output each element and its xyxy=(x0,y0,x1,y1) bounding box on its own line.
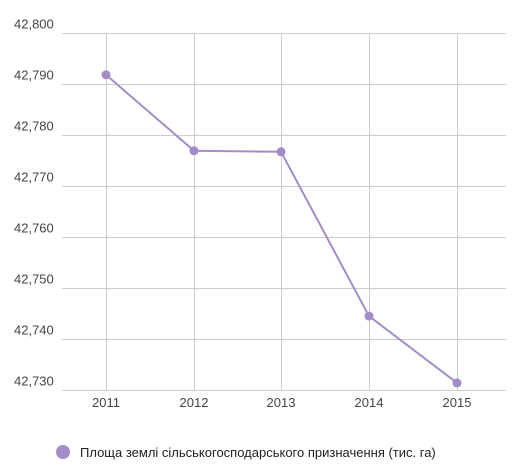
y-tick-label: 42,760 xyxy=(14,221,54,236)
data-point[interactable] xyxy=(189,146,199,156)
data-point[interactable] xyxy=(276,147,286,157)
x-tick-label: 2015 xyxy=(443,395,472,410)
vertical-gridlines xyxy=(106,33,458,390)
data-point[interactable] xyxy=(364,311,374,321)
x-axis-tick-labels: 2011 2012 2013 2014 2015 xyxy=(92,395,471,410)
y-tick-label: 42,750 xyxy=(14,272,54,287)
horizontal-gridlines xyxy=(62,33,506,391)
legend-label: Площа землі сільськогосподарського призн… xyxy=(80,445,436,460)
x-tick-label: 2014 xyxy=(355,395,384,410)
legend-marker xyxy=(56,445,70,459)
y-tick-label: 42,800 xyxy=(14,17,54,32)
x-tick-label: 2013 xyxy=(267,395,296,410)
legend[interactable]: Площа землі сільськогосподарського призн… xyxy=(56,445,436,460)
y-tick-label: 42,790 xyxy=(14,68,54,83)
y-tick-label: 42,740 xyxy=(14,323,54,338)
y-tick-label: 42,770 xyxy=(14,170,54,185)
y-axis-tick-labels: 42,730 42,740 42,750 42,760 42,770 42,780 42,7… xyxy=(14,17,54,389)
y-tick-label: 42,730 xyxy=(14,374,54,389)
x-tick-label: 2012 xyxy=(180,395,209,410)
data-point[interactable] xyxy=(101,70,111,80)
x-tick-label: 2011 xyxy=(92,395,120,410)
data-point[interactable] xyxy=(452,378,462,388)
y-tick-label: 42,780 xyxy=(14,119,54,134)
series-points xyxy=(101,70,462,388)
